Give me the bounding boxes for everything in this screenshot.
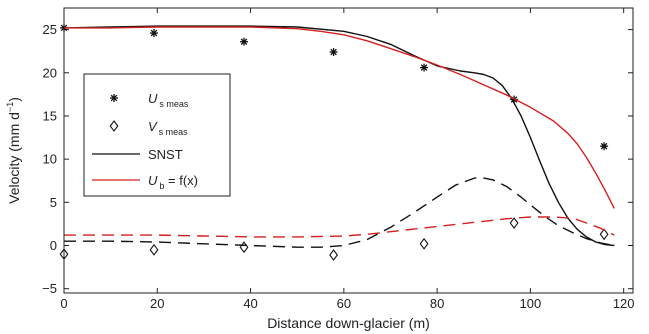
- x-tick-label: 100: [520, 296, 542, 311]
- diamond-marker: [599, 228, 609, 241]
- legend-ub-sub: b: [159, 181, 164, 191]
- series-line: [64, 177, 615, 248]
- asterisk-marker: [329, 48, 338, 57]
- asterisk-marker: [110, 94, 118, 102]
- x-tick-label: 0: [60, 296, 67, 311]
- asterisk-marker: [240, 37, 249, 46]
- series-4: [64, 177, 615, 248]
- legend-ub-suffix: = f(x): [164, 173, 198, 188]
- diamond-marker: [329, 249, 339, 261]
- series-layer: [59, 23, 615, 261]
- legend-us-main: U: [148, 91, 158, 106]
- y-tick-label: 10: [43, 152, 57, 167]
- legend-vs-main: V: [148, 119, 158, 134]
- x-tick-label: 40: [243, 296, 257, 311]
- series-line: [64, 216, 615, 238]
- series-1: [59, 217, 609, 261]
- asterisk-marker: [600, 142, 609, 151]
- diamond-marker: [239, 241, 249, 254]
- legend-us-sub: s meas: [159, 99, 189, 109]
- x-tick-label: 20: [150, 296, 164, 311]
- y-tick-label: 0: [50, 238, 57, 253]
- y-axis-label-sup: −1: [5, 102, 15, 112]
- legend-snst-main: SNST: [148, 147, 183, 162]
- y-axis-label: Velocity (mm d−1): [5, 97, 22, 204]
- x-tick-label: 60: [337, 296, 351, 311]
- asterisk-marker-icon: [110, 94, 118, 102]
- legend-label-snst: SNST: [148, 147, 183, 162]
- y-tick-label: 20: [43, 65, 57, 80]
- y-axis-label-close: ): [6, 97, 22, 102]
- diamond-marker-icon: [109, 120, 119, 132]
- diamond-marker: [149, 243, 159, 256]
- series-5: [64, 216, 615, 238]
- y-tick-label: −5: [42, 281, 57, 296]
- legend-vs-sub: s meas: [159, 127, 189, 137]
- diamond-marker: [419, 237, 429, 250]
- series-line: [63, 25, 615, 247]
- y-axis-label-main: Velocity (mm d: [6, 112, 22, 204]
- diamond-marker: [509, 217, 519, 229]
- y-tick-label: 15: [43, 108, 57, 123]
- y-tick-label: 25: [43, 22, 57, 37]
- legend-ub-main: U: [148, 173, 158, 188]
- legend-entry-snst: SNST: [92, 147, 183, 162]
- asterisk-marker: [420, 63, 429, 72]
- asterisk-marker: [150, 29, 159, 38]
- axis-ticks: [63, 8, 633, 293]
- x-tick-label: 80: [430, 296, 444, 311]
- plot-frame: [63, 7, 634, 294]
- diamond-marker: [109, 120, 119, 132]
- legend-box: [83, 73, 231, 197]
- y-tick-label: 5: [50, 195, 57, 210]
- series-2: [63, 25, 615, 247]
- x-tick-label: 120: [613, 296, 635, 311]
- series-3: [64, 26, 615, 209]
- x-axis-label: Distance down-glacier (m): [267, 315, 430, 331]
- series-line: [64, 26, 615, 209]
